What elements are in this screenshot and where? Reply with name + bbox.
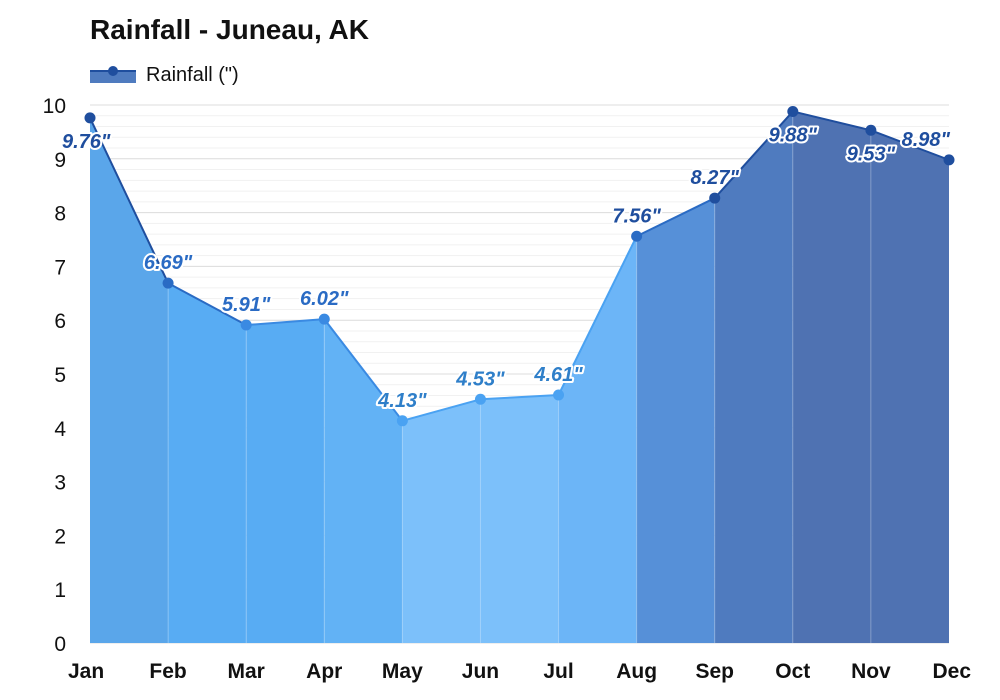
data-label-may: 4.13" (377, 390, 427, 412)
area-segment-feb (168, 283, 247, 643)
y-tick-label: 1 (54, 579, 66, 602)
data-point-aug[interactable] (631, 230, 643, 242)
data-label-apr: 6.02" (300, 288, 349, 310)
data-label-sep: 8.27" (691, 167, 740, 189)
series-line-segment (636, 197, 716, 238)
y-tick-label: 4 (54, 418, 66, 441)
data-label-feb: 6.69" (144, 252, 193, 274)
x-tick-label: Sep (695, 660, 734, 683)
data-point-jan[interactable] (84, 112, 96, 124)
series-line-segment (792, 110, 872, 132)
data-label-jun: 4.53" (455, 368, 505, 390)
x-tick-label: Jul (543, 660, 573, 683)
x-tick-label: Aug (616, 660, 657, 683)
legend-label: Rainfall (") (146, 63, 239, 86)
x-axis-ticks: Jan Feb Mar Apr May Jun Jul Aug Sep Oct Nov Dec (68, 660, 971, 683)
data-labels: 9.76" 6.69" 5.91" 6.02" 4.13" 4.53" 4.61" 7.56"… (60, 122, 953, 413)
area-segment-jan (90, 117, 169, 644)
series-line-segment (167, 282, 247, 326)
chart-title: Rainfall - Juneau, AK (90, 14, 370, 45)
legend: Rainfall (") (90, 60, 239, 90)
y-tick-label: 9 (54, 149, 66, 172)
data-points (84, 105, 955, 427)
series-line-segment (323, 318, 404, 422)
x-tick-label: Jun (462, 660, 499, 683)
y-tick-label: 6 (54, 310, 66, 333)
data-point-mar[interactable] (240, 319, 252, 331)
area-segment-may (402, 399, 481, 643)
data-point-sep[interactable] (709, 192, 721, 204)
data-label-jan: 9.76" (62, 131, 111, 153)
x-tick-label: Dec (932, 660, 971, 683)
data-label-mar: 5.91" (222, 294, 271, 316)
data-point-apr[interactable] (318, 313, 330, 325)
data-label-dec: 8.98" (902, 129, 951, 151)
series-line-segment (246, 318, 325, 327)
series-line-segment (713, 110, 794, 199)
data-label-aug: 7.56" (612, 205, 661, 227)
area-segment-mar (246, 319, 325, 643)
series-lines (89, 110, 950, 422)
area-segment-jun (480, 394, 559, 643)
y-tick-label: 7 (54, 256, 66, 279)
area-segments (90, 111, 949, 644)
x-tick-label: Mar (228, 660, 265, 683)
data-point-oct[interactable] (787, 105, 799, 117)
data-point-nov[interactable] (865, 124, 877, 136)
data-point-feb[interactable] (162, 277, 174, 289)
area-segment-jul (558, 236, 637, 643)
y-axis-ticks: 0 1 2 3 4 5 6 7 8 9 10 (43, 95, 67, 656)
series-line-segment (870, 129, 950, 161)
data-label-jul: 4.61" (533, 364, 583, 386)
data-label-nov: 9.53" (847, 143, 896, 165)
area-segment-sep (714, 111, 793, 644)
y-tick-label: 8 (54, 203, 66, 226)
series-line-segment (480, 393, 559, 401)
area-segment-aug (636, 198, 715, 643)
data-label-oct: 9.88" (769, 124, 818, 146)
legend-swatch (90, 66, 136, 83)
series-line-segment (557, 235, 638, 396)
data-point-dec[interactable] (943, 154, 955, 166)
y-tick-label: 0 (54, 633, 66, 656)
y-tick-label: 5 (54, 364, 66, 387)
x-tick-label: Nov (851, 660, 891, 683)
area-segment-nov (870, 130, 949, 643)
series-line-segment (402, 398, 481, 422)
y-tick-label: 10 (43, 95, 66, 118)
x-tick-label: May (382, 660, 423, 683)
x-tick-label: Apr (306, 660, 342, 683)
x-tick-label: Feb (149, 660, 186, 683)
data-point-jun[interactable] (474, 393, 486, 405)
area-segment-oct (792, 111, 871, 644)
x-tick-label: Jan (68, 660, 104, 683)
y-tick-label: 2 (54, 525, 66, 548)
area-segment-apr (324, 319, 403, 643)
series-line-segment (89, 117, 169, 284)
y-tick-label: 3 (54, 472, 66, 495)
data-point-jul[interactable] (553, 389, 565, 401)
x-tick-label: Oct (775, 660, 810, 683)
data-point-may[interactable] (396, 415, 408, 427)
